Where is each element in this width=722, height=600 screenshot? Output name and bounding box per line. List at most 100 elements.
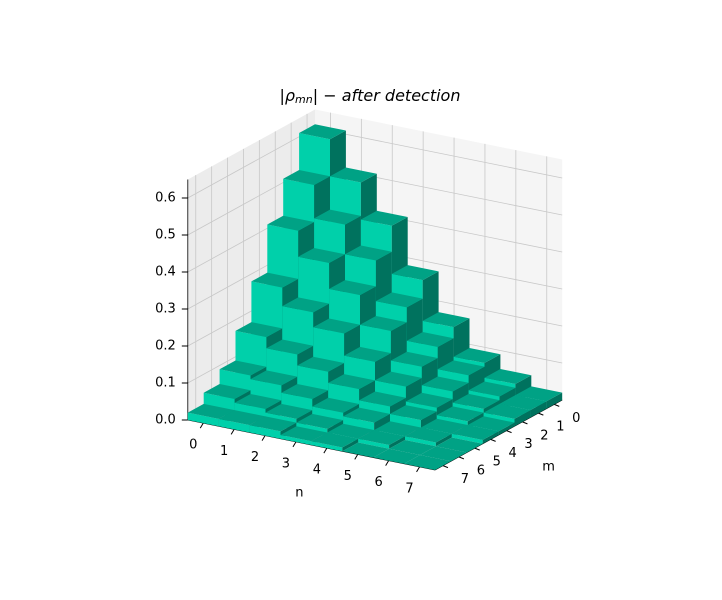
z-tick-label: 0.5: [155, 228, 176, 243]
bar-top: [311, 432, 359, 448]
bar-front: [358, 438, 390, 449]
bar-top: [298, 247, 345, 263]
bar-top: [452, 393, 500, 409]
x-tick: [416, 466, 420, 473]
bar-front: [280, 435, 312, 445]
y-tick-label: 7: [461, 472, 469, 487]
y-tick: [538, 412, 544, 416]
bar-top: [483, 403, 531, 419]
bar-top: [373, 448, 420, 464]
bar-top: [235, 322, 283, 338]
z-tick-label: 0.6: [155, 191, 176, 206]
bar-top: [515, 386, 563, 402]
bar-top: [280, 426, 328, 442]
bar-top: [375, 292, 423, 308]
bar-top: [344, 346, 391, 362]
title-suffix: | − after detection: [313, 86, 461, 105]
bar-top: [436, 406, 484, 422]
chart-title: |ρmn| − after detection: [280, 86, 461, 107]
bar-side: [389, 436, 405, 449]
bar-top: [359, 391, 406, 407]
x-tick-label: 2: [251, 450, 259, 465]
bar-front: [451, 433, 483, 444]
x-tick: [230, 429, 235, 435]
z-tick-label: 0.3: [155, 302, 176, 317]
y-tick: [474, 447, 480, 451]
bar-top: [453, 347, 501, 363]
z-tick-label: 0.2: [155, 339, 176, 354]
y-tick-label: 4: [509, 446, 517, 461]
z-tick-label: 0.1: [155, 376, 176, 391]
bar-top: [468, 381, 516, 397]
x-tick: [261, 435, 266, 441]
x-tick: [292, 441, 297, 448]
y-tick: [522, 421, 528, 425]
bar-top: [283, 170, 330, 186]
y-tick-label: 6: [477, 463, 485, 478]
bar-top: [265, 403, 313, 419]
x-tick-label: 0: [189, 438, 197, 453]
bar-top: [499, 395, 547, 411]
bar-top: [267, 215, 315, 231]
bar-top: [420, 446, 467, 462]
bar-front: [405, 436, 436, 447]
bar-side: [482, 431, 499, 444]
y-tick: [458, 456, 465, 460]
bar-top: [312, 397, 360, 413]
bar-top: [281, 384, 329, 400]
x-tick-label: 1: [220, 444, 228, 459]
bar-top: [390, 351, 438, 367]
bar-top: [360, 210, 408, 226]
x-tick-label: 4: [313, 463, 321, 478]
bar-top: [345, 245, 392, 261]
x-tick: [385, 460, 390, 466]
bar-top: [297, 356, 345, 372]
bar-top: [299, 124, 346, 140]
bar-top: [374, 421, 421, 437]
bar-top: [420, 418, 468, 434]
bar-top: [391, 265, 439, 281]
x-tick-label: 6: [375, 475, 383, 490]
bar-top: [437, 360, 485, 376]
bar-top: [342, 442, 390, 458]
bar-side: [498, 422, 515, 435]
bar-top: [405, 392, 453, 408]
bar-front: [311, 441, 343, 452]
bar-top: [375, 371, 422, 387]
y-tick: [442, 465, 449, 469]
bar-top: [249, 416, 297, 432]
y-tick: [506, 430, 512, 434]
bar-top: [451, 425, 499, 441]
bar-top: [296, 413, 344, 429]
bar-side: [435, 433, 452, 447]
bar-top: [234, 393, 282, 409]
bar-top: [251, 272, 299, 288]
bar-top: [219, 360, 267, 376]
x-tick: [354, 454, 359, 460]
bar-top: [435, 437, 483, 453]
x-tick-label: 5: [344, 469, 352, 484]
bar-top: [187, 403, 235, 419]
bar-top: [422, 312, 470, 328]
title-subscript: mn: [295, 93, 313, 106]
bar-front: [249, 425, 281, 439]
x-tick: [323, 447, 328, 454]
bar-top: [389, 440, 436, 455]
bar-top: [314, 209, 361, 225]
bar-front: [218, 418, 250, 433]
bar-top: [405, 427, 452, 443]
bar-top: [467, 416, 515, 432]
x-tick-label: 3: [282, 456, 290, 471]
bar-top: [329, 280, 376, 296]
bar-top: [358, 430, 405, 446]
bar-top: [328, 374, 375, 390]
bar-top: [266, 339, 314, 355]
bar-side: [514, 410, 531, 427]
bar-top: [218, 410, 266, 426]
x-axis-label: n: [295, 486, 303, 501]
bar-front: [187, 412, 219, 427]
bar-side: [530, 401, 547, 418]
bar-top: [484, 369, 532, 384]
bar-top: [327, 423, 375, 439]
